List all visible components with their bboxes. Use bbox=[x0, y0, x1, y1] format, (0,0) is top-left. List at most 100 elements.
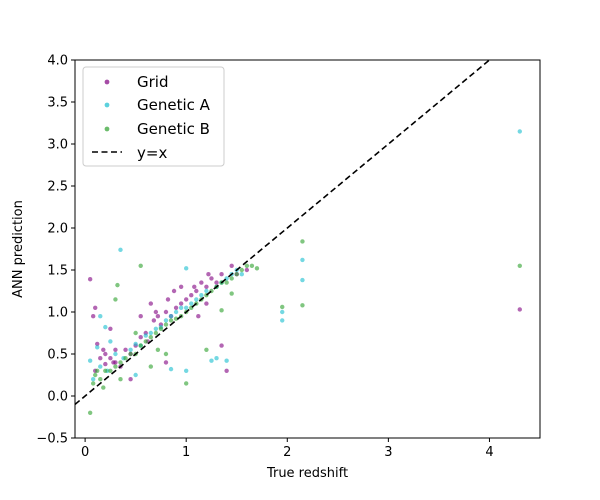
data-point bbox=[171, 288, 177, 294]
data-point bbox=[206, 272, 211, 277]
y-tick-label: 1.0 bbox=[47, 306, 68, 321]
series-genetic-b bbox=[87, 239, 522, 415]
data-point bbox=[138, 343, 143, 348]
y-axis: −0.5 0.0 0.5 1.0 1.5 2.0 2.5 3.0 3.5 4.0 bbox=[36, 54, 75, 447]
y-axis-label: ANN prediction bbox=[11, 200, 26, 298]
x-axis-label: True redshift bbox=[266, 466, 348, 481]
data-point bbox=[111, 360, 116, 365]
data-point bbox=[229, 263, 234, 268]
reference-line-y-equals-x bbox=[75, 60, 491, 406]
data-point bbox=[155, 347, 161, 352]
data-point bbox=[108, 356, 113, 361]
legend-label-genetic-b: Genetic B bbox=[137, 120, 210, 138]
y-tick-label: 3.5 bbox=[47, 96, 68, 111]
data-point bbox=[113, 351, 118, 357]
data-point bbox=[90, 377, 96, 382]
data-point bbox=[204, 284, 209, 289]
data-point bbox=[138, 335, 143, 340]
data-point bbox=[229, 276, 234, 281]
data-point bbox=[204, 301, 209, 306]
data-point bbox=[300, 257, 305, 263]
x-tick-label: 0 bbox=[81, 445, 89, 460]
data-point bbox=[148, 301, 154, 306]
data-point bbox=[192, 284, 197, 289]
legend-marker-genetic-a bbox=[104, 102, 110, 108]
data-point bbox=[103, 361, 108, 367]
data-point bbox=[183, 266, 189, 271]
legend-label-genetic-a: Genetic A bbox=[137, 96, 211, 114]
data-point bbox=[153, 330, 159, 336]
data-point bbox=[219, 272, 224, 277]
legend-label-y-equals-x: y=x bbox=[137, 144, 167, 162]
data-point bbox=[98, 377, 103, 382]
y-tick-label: 4.0 bbox=[47, 54, 68, 69]
data-point bbox=[189, 293, 194, 298]
legend-marker-genetic-b bbox=[104, 126, 110, 132]
x-tick-label: 4 bbox=[485, 445, 493, 460]
data-point bbox=[98, 364, 103, 369]
data-point bbox=[168, 366, 174, 372]
data-point bbox=[214, 356, 219, 361]
data-point bbox=[151, 318, 157, 323]
data-point bbox=[93, 372, 98, 378]
data-point bbox=[209, 276, 214, 281]
x-tick-label: 2 bbox=[283, 445, 291, 460]
data-point bbox=[95, 368, 100, 373]
data-point bbox=[219, 343, 224, 348]
data-point bbox=[183, 305, 189, 310]
data-point bbox=[517, 263, 522, 268]
data-point bbox=[158, 326, 164, 331]
data-point bbox=[183, 381, 189, 386]
data-point bbox=[254, 266, 260, 271]
data-point bbox=[280, 309, 285, 315]
data-point bbox=[133, 372, 138, 378]
data-point bbox=[214, 280, 219, 285]
y-tick-label: 2.5 bbox=[47, 180, 68, 195]
data-point bbox=[163, 309, 169, 315]
data-point bbox=[108, 368, 113, 373]
data-point bbox=[103, 324, 108, 330]
x-axis: 0 1 2 3 4 bbox=[81, 438, 494, 460]
data-point bbox=[168, 314, 174, 319]
data-point bbox=[98, 356, 103, 361]
data-point bbox=[98, 314, 103, 319]
data-point bbox=[194, 297, 199, 302]
data-point bbox=[229, 291, 234, 296]
data-point bbox=[108, 339, 113, 344]
data-point bbox=[148, 335, 154, 340]
data-point bbox=[168, 318, 174, 323]
legend-frame bbox=[82, 66, 225, 167]
y-tick-label: −0.5 bbox=[36, 432, 68, 447]
data-point bbox=[128, 351, 133, 357]
y-tick-label: 0.0 bbox=[47, 390, 68, 405]
data-point bbox=[123, 356, 128, 361]
data-point bbox=[224, 280, 229, 285]
data-point bbox=[93, 305, 98, 310]
data-point bbox=[173, 305, 179, 310]
data-point bbox=[153, 309, 159, 315]
data-point bbox=[224, 358, 229, 363]
data-point bbox=[300, 239, 305, 244]
data-point bbox=[249, 263, 255, 268]
data-point bbox=[90, 314, 96, 319]
data-point bbox=[153, 326, 159, 331]
data-point bbox=[148, 330, 154, 336]
data-point bbox=[239, 272, 244, 277]
data-point bbox=[128, 377, 133, 382]
data-point bbox=[128, 347, 133, 352]
data-point bbox=[189, 301, 194, 306]
data-point bbox=[199, 280, 204, 285]
data-point bbox=[123, 347, 128, 352]
plot-area bbox=[75, 60, 522, 415]
data-point bbox=[133, 330, 138, 336]
axes-frame bbox=[74, 59, 541, 439]
data-point bbox=[163, 360, 169, 365]
data-point bbox=[517, 129, 522, 134]
data-point bbox=[163, 322, 169, 327]
data-point bbox=[178, 301, 184, 306]
data-point bbox=[300, 303, 305, 308]
data-point bbox=[155, 314, 161, 319]
y-tick-label: 1.5 bbox=[47, 264, 68, 279]
data-point bbox=[183, 297, 189, 302]
